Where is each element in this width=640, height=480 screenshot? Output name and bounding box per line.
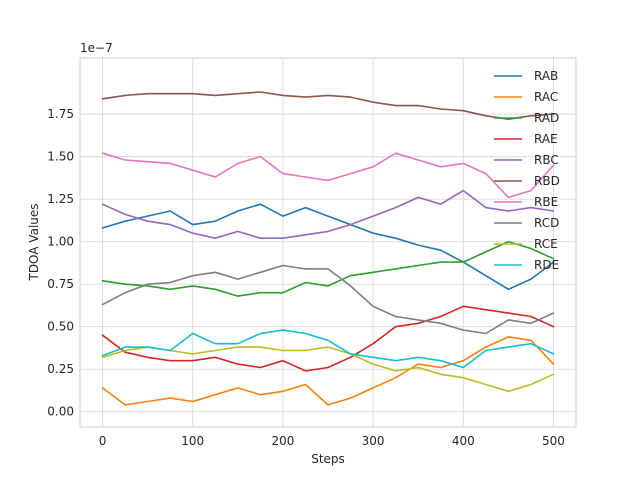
y-tick-label: 1.50 <box>47 150 74 164</box>
y-scale-label: 1e−7 <box>80 41 113 55</box>
legend-label-rce: RCE <box>534 237 558 251</box>
x-tick-label: 400 <box>452 434 475 448</box>
series-line-rbe <box>101 152 555 199</box>
series-line-rbd <box>101 91 555 120</box>
series-line-rce <box>101 346 555 393</box>
x-tick-label: 300 <box>362 434 385 448</box>
series-line-rbc <box>101 189 555 239</box>
x-tick-label: 0 <box>99 434 107 448</box>
y-tick-label: 1.00 <box>47 235 74 249</box>
plot-frame <box>79 57 577 428</box>
legend-label-rad: RAD <box>534 111 559 125</box>
legend-label-rde: RDE <box>534 258 559 272</box>
y-tick-label: 0.50 <box>47 320 74 334</box>
legend-label-rbc: RBC <box>534 153 559 167</box>
legend-label-rab: RAB <box>534 69 558 83</box>
series-line-rde <box>101 329 555 369</box>
legend-label-rbd: RBD <box>534 174 560 188</box>
x-axis-label: Steps <box>311 452 345 466</box>
legend-label-rcd: RCD <box>534 216 559 230</box>
y-axis-label: TDOA Values <box>27 203 41 281</box>
x-tick-labels: 0 100 200 300 400 500 <box>99 434 565 448</box>
plot-area <box>80 58 576 427</box>
y-tick-label: 0.25 <box>47 362 74 376</box>
y-tick-labels: 0.00 0.25 0.50 0.75 1.00 1.25 1.50 1.75 <box>47 107 74 419</box>
legend-label-rae: RAE <box>534 132 558 146</box>
legend: RAB RAC RAD RAE RBC RBD RBE RCD RCE RDE <box>494 69 560 272</box>
y-tick-label: 0.00 <box>47 405 74 419</box>
series-lines <box>101 91 555 406</box>
series-line-rcd <box>101 264 555 335</box>
x-gridlines <box>102 58 554 427</box>
x-tick-label: 200 <box>271 434 294 448</box>
series-line-rae <box>101 305 555 372</box>
y-tick-label: 1.75 <box>47 107 74 121</box>
series-line-rab <box>101 203 555 291</box>
y-tick-label: 0.75 <box>47 277 74 291</box>
legend-label-rbe: RBE <box>534 195 558 209</box>
x-tick-label: 100 <box>181 434 204 448</box>
series-line-rac <box>101 336 555 406</box>
x-tick-label: 500 <box>542 434 565 448</box>
y-tick-label: 1.25 <box>47 192 74 206</box>
y-gridlines <box>80 113 576 413</box>
legend-label-rac: RAC <box>534 90 558 104</box>
series-line-rad <box>101 240 555 297</box>
